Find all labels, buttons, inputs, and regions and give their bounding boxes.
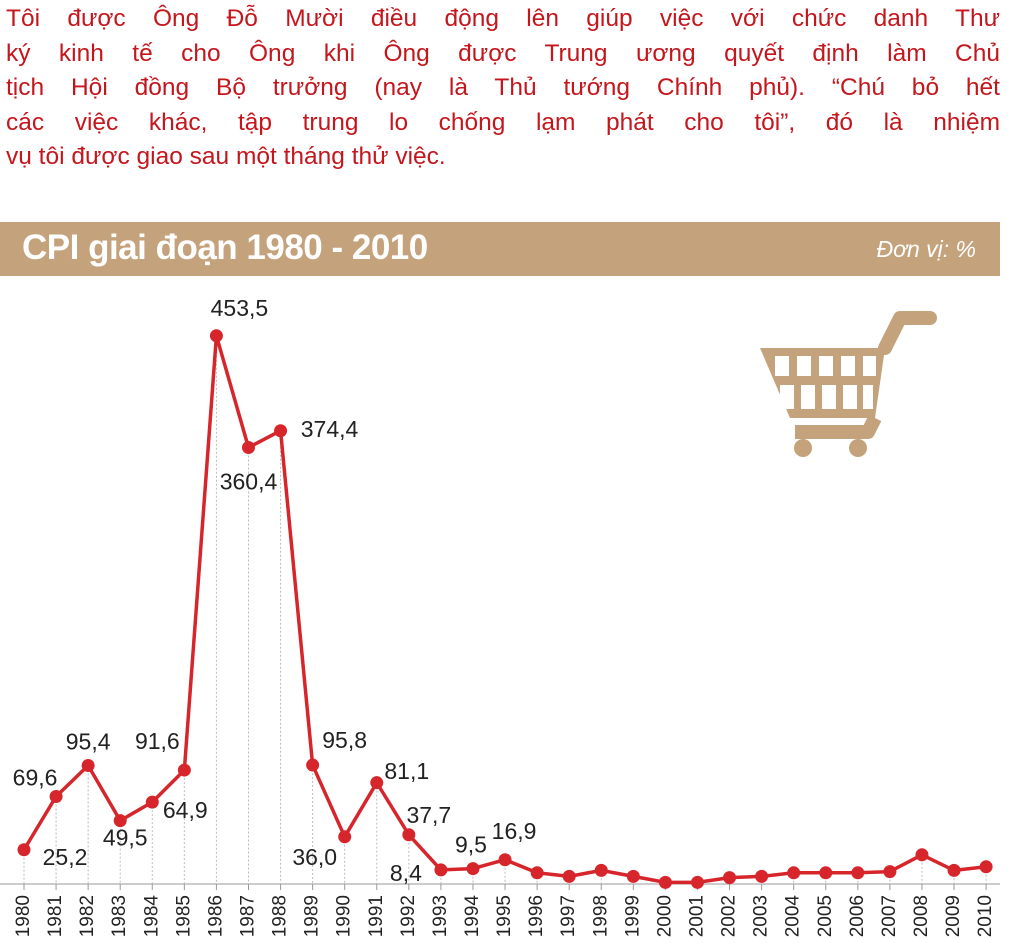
x-tick-label: 1985 [173, 895, 194, 937]
data-label: 64,9 [163, 797, 208, 823]
x-tick-label: 2000 [654, 895, 675, 937]
data-label: 95,4 [66, 729, 111, 755]
intro-line: ký kinh tế cho Ông khi Ông được Trung ươ… [6, 39, 1000, 67]
point [530, 866, 544, 880]
data-label: 36,0 [292, 844, 337, 870]
x-tick-label: 1997 [558, 895, 579, 937]
x-tick-label: 1982 [77, 895, 98, 937]
point [498, 853, 512, 867]
data-label: 360,4 [220, 469, 278, 495]
point [145, 795, 159, 809]
point [177, 763, 191, 777]
x-tick-label: 1984 [141, 895, 162, 938]
point [915, 848, 929, 862]
point [979, 860, 993, 874]
x-tick-label: 1980 [13, 895, 34, 937]
point [209, 329, 223, 343]
x-tick-label: 1994 [462, 895, 483, 938]
data-label: 49,5 [103, 825, 148, 851]
intro-text: Tôi được Ông Đỗ Mười điều động lên giúp … [6, 2, 1000, 175]
unit-label: Đơn vị: % [876, 236, 976, 262]
data-label: 374,4 [301, 416, 359, 442]
x-tick-label: 1983 [109, 895, 130, 937]
x-tick-label: 2005 [815, 895, 836, 937]
point [466, 862, 480, 876]
x-tick-label: 1995 [494, 895, 515, 937]
data-label: 16,9 [492, 818, 537, 844]
x-tick-label: 1992 [398, 895, 419, 937]
point [241, 441, 255, 455]
point [49, 789, 63, 803]
intro-line: tịch Hội đồng Bộ trưởng (nay là Thủ tướn… [6, 74, 1000, 101]
point [690, 875, 704, 889]
point [113, 814, 127, 828]
point [819, 866, 833, 880]
point [434, 863, 448, 877]
point [883, 865, 897, 879]
point [370, 776, 384, 790]
chart-header: CPI giai đoạn 1980 - 2010 Đơn vị: % [0, 222, 1000, 276]
x-tick-label: 1990 [334, 895, 355, 937]
data-label: 8,4 [390, 860, 422, 886]
point [658, 875, 672, 889]
x-tick-label: 1987 [238, 895, 259, 937]
x-tick-label: 2009 [943, 895, 964, 937]
point [626, 869, 640, 883]
point [17, 843, 31, 857]
point [81, 759, 95, 773]
intro-line: các việc khác, tập trung lo chống lạm ph… [6, 108, 1000, 136]
x-tick-label: 1991 [366, 895, 387, 937]
x-tick-label: 1986 [205, 895, 226, 937]
data-label: 91,6 [135, 728, 180, 754]
x-tick-label: 2008 [911, 895, 932, 937]
point [338, 830, 352, 844]
x-tick-label: 2007 [879, 895, 900, 937]
data-label: 81,1 [384, 758, 429, 784]
point [851, 866, 865, 880]
x-tick-label: 2004 [783, 895, 804, 938]
x-tick-label: 2010 [975, 895, 996, 937]
data-label: 69,6 [13, 765, 58, 791]
data-label: 95,8 [322, 727, 367, 753]
point [755, 869, 769, 883]
x-tick-label: 2006 [847, 895, 868, 937]
point [723, 871, 737, 885]
x-tick-label: 2003 [751, 895, 772, 937]
x-tick-label: 1993 [430, 895, 451, 937]
chart-title: CPI giai đoạn 1980 - 2010 [22, 228, 428, 267]
data-label: 37,7 [406, 802, 451, 828]
x-tick-label: 1999 [622, 895, 643, 937]
point [594, 863, 608, 877]
point [562, 869, 576, 883]
x-tick-label: 1981 [45, 895, 66, 937]
intro-line: Tôi được Ông Đỗ Mười điều động lên giúp … [6, 5, 1000, 32]
point [402, 828, 416, 842]
x-tick-label: 1989 [302, 895, 323, 937]
data-label: 9,5 [455, 832, 487, 858]
point [306, 758, 320, 772]
x-tick-label: 2002 [719, 895, 740, 937]
x-tick-label: 1996 [526, 895, 547, 937]
point [947, 863, 961, 877]
intro-line: vụ tôi được giao sau một tháng thử việc. [6, 143, 446, 170]
x-tick-label: 2001 [686, 895, 707, 937]
x-tick-label: 1988 [270, 895, 291, 937]
data-label: 25,2 [43, 844, 88, 870]
point [274, 424, 288, 438]
x-tick-label: 1998 [590, 895, 611, 937]
point [787, 866, 801, 880]
cart-icon [760, 311, 937, 457]
data-label: 453,5 [211, 295, 269, 321]
